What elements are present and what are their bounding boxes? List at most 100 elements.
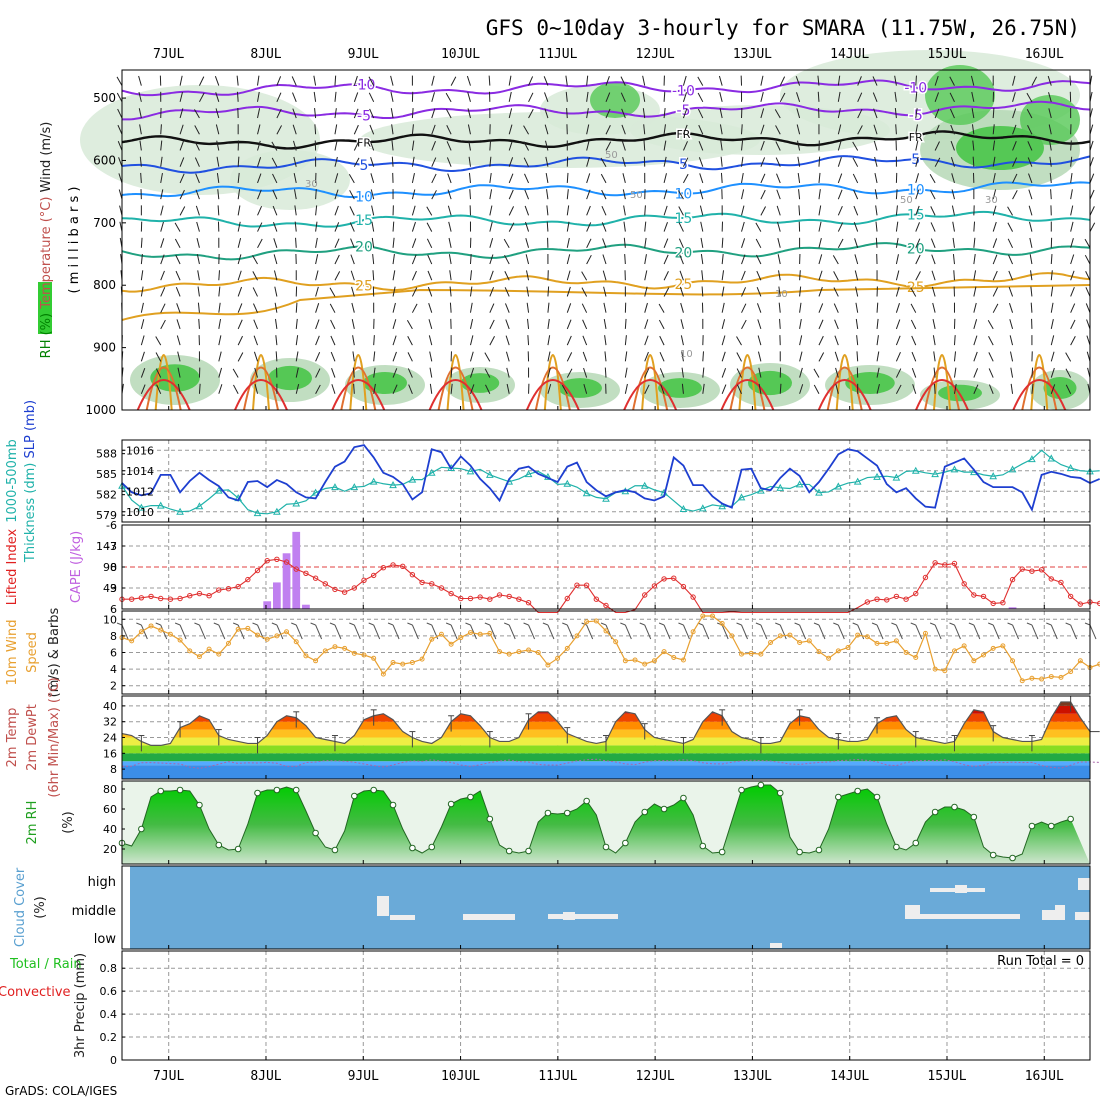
wind-speed-point: [545, 662, 551, 668]
temperature-contour: [835, 354, 854, 411]
wind-barb: [697, 76, 704, 86]
wind-barb: [605, 141, 612, 151]
wind-barb: [160, 189, 164, 200]
wind-barb: [390, 91, 394, 102]
wind-barb: [931, 270, 936, 281]
wind-barb: [411, 254, 417, 265]
wind-barb: [426, 206, 433, 216]
wind-barb: [876, 383, 880, 394]
rh-contour-label: 30: [305, 179, 318, 190]
ylabel-part: Thickness (dm): [23, 463, 38, 563]
wind-barb: [1031, 76, 1038, 86]
rh-point: [641, 808, 649, 816]
wind-barb: [621, 108, 626, 119]
wind-barb: [523, 141, 530, 151]
wind-speed-point: [255, 632, 261, 638]
wind-barb: [315, 384, 321, 395]
wind-barb: [503, 238, 510, 249]
cloud-level-label: high: [88, 875, 116, 890]
wind-barb: [700, 254, 704, 265]
wind-barb: [602, 238, 607, 248]
wind-barb: [837, 75, 841, 86]
wind-barb: [854, 254, 859, 265]
rh-contour-label: 30: [985, 195, 998, 206]
wind-barb: [276, 76, 282, 86]
rh-point: [893, 843, 900, 851]
wind-barb: [643, 140, 646, 151]
wind-barb: [1007, 206, 1013, 216]
wind-barb: [315, 335, 320, 346]
wind-speed-point: [768, 640, 774, 646]
wind-barb: [524, 205, 530, 216]
wind-barb: [624, 367, 628, 378]
wind-barb: [217, 189, 220, 200]
wind-barb: [524, 189, 530, 200]
thickness-point: [989, 472, 998, 480]
wind-barb: [116, 76, 123, 86]
wind-barb-10m-flag: [407, 622, 413, 626]
wind-barb-10m-flag: [871, 622, 878, 626]
wind-barb: [330, 319, 336, 330]
wind-barb: [546, 221, 549, 232]
wind-barb: [349, 206, 355, 216]
wind-barb: [1085, 287, 1091, 297]
wind-barb: [679, 286, 684, 297]
wind-barb: [160, 221, 164, 232]
wind-barb: [699, 205, 704, 216]
x-tick-label-bottom: 10JUL: [441, 1069, 480, 1084]
wind-barb: [987, 319, 994, 330]
wind-barb: [895, 270, 900, 281]
ylabel-part: 2m DewPt: [25, 704, 40, 771]
rh-point: [989, 851, 997, 859]
wind-speed-point: [322, 648, 328, 654]
wind-barb: [450, 76, 457, 86]
wind-barb: [313, 91, 317, 102]
wind-barb: [992, 156, 996, 167]
wind-barb: [489, 140, 492, 151]
wind-barb: [620, 76, 626, 86]
wind-barb: [1070, 156, 1073, 167]
wind-barb-10m-flag: [504, 622, 510, 626]
wind-barb: [197, 286, 200, 297]
isotherm-line: [121, 130, 1091, 150]
wind-barb: [469, 319, 474, 330]
wind-barb: [1089, 140, 1094, 151]
isotherm-label: 15: [355, 213, 373, 229]
wind-barb-10m-flag: [910, 622, 916, 626]
wind-barb: [194, 109, 200, 119]
wind-barb: [953, 351, 957, 362]
wind-barb: [699, 173, 704, 184]
wind-speed-point: [729, 633, 735, 639]
wind-barb-10m: [218, 624, 226, 640]
wind-barb: [602, 270, 607, 281]
wind-barb: [411, 108, 414, 119]
pressure-tick-label: 1000: [85, 403, 116, 417]
wind-barb: [775, 141, 781, 151]
wind-barb: [117, 141, 123, 151]
wind-barb: [971, 124, 975, 135]
wind-barb: [681, 367, 684, 378]
wind-barb-10m-flag: [852, 622, 858, 626]
x-tick-label-top: 16JUL: [1025, 47, 1064, 62]
wind-barb: [523, 125, 529, 135]
wind-barb: [547, 302, 550, 313]
wind-barb: [621, 140, 626, 151]
wind-barb: [257, 189, 262, 200]
wind-barb: [663, 173, 667, 184]
wind-barb: [351, 286, 355, 297]
wind-barb: [973, 270, 977, 281]
lifted-index-point: [196, 590, 203, 597]
wind-barb: [295, 383, 300, 394]
wind-barb-10m: [779, 624, 787, 640]
wind-barb: [177, 367, 181, 378]
wind-barb: [663, 108, 666, 119]
wind-barb: [756, 303, 762, 313]
wind-barb: [818, 319, 824, 330]
cape-bar: [292, 531, 301, 609]
wind-barb: [992, 124, 995, 135]
y-tick-label: 1016: [126, 444, 154, 457]
wind-barb: [489, 205, 493, 216]
rh-point: [622, 839, 629, 847]
wind-barb: [973, 221, 976, 232]
wind-speed-point: [187, 648, 193, 654]
